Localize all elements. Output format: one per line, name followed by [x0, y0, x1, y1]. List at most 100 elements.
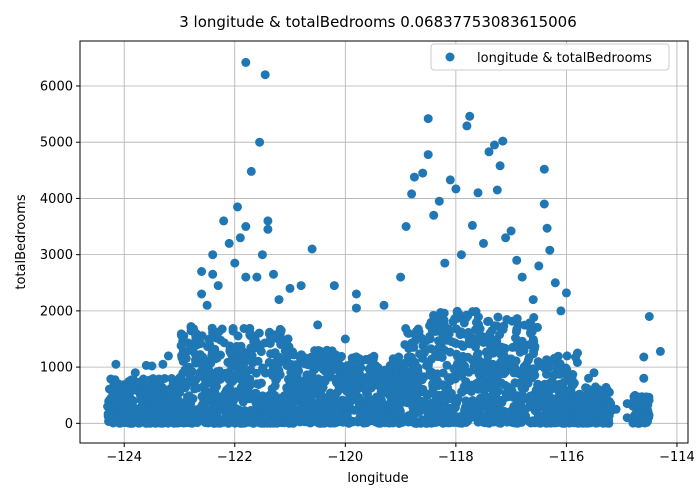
data-point — [204, 367, 214, 377]
data-point — [213, 281, 223, 291]
data-point — [176, 341, 186, 351]
data-point — [257, 250, 267, 260]
data-point — [556, 306, 566, 316]
data-point — [471, 317, 481, 327]
data-point — [289, 413, 299, 422]
data-point — [513, 409, 523, 419]
data-point — [462, 121, 472, 131]
data-point — [290, 360, 300, 370]
data-point — [528, 295, 538, 305]
data-point — [239, 324, 249, 333]
data-point — [219, 402, 229, 412]
data-point — [537, 399, 547, 409]
data-point — [463, 352, 473, 362]
data-point — [238, 362, 248, 372]
x-tick-label: −118 — [438, 450, 474, 465]
data-point — [639, 417, 649, 427]
y-tick-label: 1000 — [40, 361, 73, 376]
data-point — [175, 373, 184, 383]
data-point — [120, 418, 130, 427]
data-point — [445, 175, 455, 185]
data-point — [353, 384, 363, 394]
data-point — [270, 348, 280, 358]
data-point — [315, 399, 325, 409]
data-point — [140, 416, 150, 426]
data-point — [426, 371, 436, 381]
data-point — [468, 338, 478, 348]
data-point — [238, 353, 248, 363]
data-point — [244, 387, 254, 397]
data-point — [121, 388, 131, 398]
data-point — [467, 220, 477, 230]
data-point — [537, 388, 547, 398]
data-point — [622, 399, 632, 409]
data-point — [459, 318, 469, 328]
data-point — [340, 334, 350, 344]
data-point — [262, 407, 272, 417]
legend-marker — [445, 52, 455, 62]
data-point — [103, 402, 113, 411]
data-point — [584, 373, 593, 383]
data-point — [563, 413, 573, 423]
data-point — [351, 391, 361, 400]
data-point — [440, 258, 450, 268]
data-point — [329, 281, 339, 291]
data-point — [275, 370, 285, 380]
data-point — [577, 396, 587, 406]
data-point — [644, 312, 654, 321]
data-point — [493, 312, 503, 322]
data-point — [147, 361, 157, 371]
data-point — [249, 418, 259, 428]
data-point — [321, 418, 331, 428]
data-point — [437, 403, 447, 413]
data-point — [219, 338, 229, 348]
data-point — [452, 313, 462, 323]
data-point — [442, 360, 452, 370]
data-point — [479, 379, 489, 389]
data-point — [598, 418, 608, 428]
data-point — [254, 328, 264, 338]
data-point — [214, 327, 224, 337]
data-point — [342, 386, 352, 396]
data-point — [153, 391, 163, 401]
data-point — [379, 300, 389, 310]
data-point — [429, 310, 438, 320]
data-point — [542, 223, 552, 233]
data-point — [487, 341, 497, 351]
data-point — [642, 397, 652, 407]
data-point — [521, 404, 531, 414]
data-point — [219, 216, 229, 226]
data-point — [342, 375, 352, 385]
data-point — [247, 351, 257, 361]
data-point — [501, 233, 511, 243]
data-point — [269, 406, 279, 416]
data-point — [423, 114, 433, 124]
data-point — [520, 365, 530, 375]
data-point — [452, 306, 462, 316]
data-point — [409, 172, 419, 182]
data-point — [387, 410, 397, 420]
data-point — [371, 362, 381, 372]
data-point — [215, 366, 224, 376]
data-point — [622, 413, 632, 423]
data-point — [427, 354, 436, 364]
data-point — [441, 413, 451, 422]
data-point — [511, 417, 521, 427]
data-point — [633, 396, 643, 406]
data-point — [246, 166, 256, 176]
data-point — [366, 380, 376, 390]
data-point — [398, 379, 408, 389]
data-point — [182, 377, 192, 387]
data-point — [633, 407, 643, 417]
data-point — [400, 340, 410, 350]
data-point — [196, 339, 206, 349]
data-point — [411, 361, 421, 371]
data-point — [484, 147, 494, 157]
data-point — [146, 407, 156, 417]
data-point — [315, 406, 325, 416]
data-point — [270, 390, 280, 400]
data-point — [431, 417, 440, 427]
data-point — [589, 368, 599, 378]
data-point — [231, 387, 241, 397]
data-point — [473, 415, 483, 424]
